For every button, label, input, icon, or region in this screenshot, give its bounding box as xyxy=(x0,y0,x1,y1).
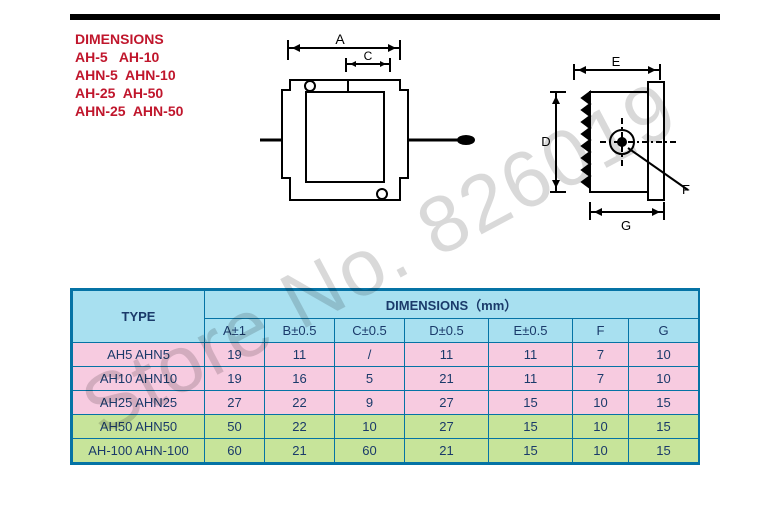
table-row: AH25 AHN25 27 22 9 27 15 10 15 xyxy=(73,391,699,415)
row4-g: 15 xyxy=(629,439,699,463)
row3-g: 15 xyxy=(629,415,699,439)
row1-b: 16 xyxy=(265,367,335,391)
row1-type: AH10 AHN10 xyxy=(73,367,205,391)
col-b: B±0.5 xyxy=(265,319,335,343)
row3-d: 27 xyxy=(405,415,489,439)
row2-a: 27 xyxy=(205,391,265,415)
row0-g: 10 xyxy=(629,343,699,367)
col-type-header: TYPE xyxy=(73,291,205,343)
row2-type: AH25 AHN25 xyxy=(73,391,205,415)
row4-a: 60 xyxy=(205,439,265,463)
row2-d: 27 xyxy=(405,391,489,415)
row4-type: AH-100 AHN-100 xyxy=(73,439,205,463)
header-line-3: AHN-25 AHN-50 xyxy=(75,102,183,120)
row0-type: AH5 AHN5 xyxy=(73,343,205,367)
label-e: E xyxy=(612,54,621,69)
col-c: C±0.5 xyxy=(335,319,405,343)
col-e: E±0.5 xyxy=(489,319,573,343)
row0-c: / xyxy=(335,343,405,367)
col-d: D±0.5 xyxy=(405,319,489,343)
header-block: DIMENSIONS AH-5 AH-10 AHN-5 AHN-10 AH-25… xyxy=(75,30,183,120)
row1-e: 11 xyxy=(489,367,573,391)
row1-g: 10 xyxy=(629,367,699,391)
header-line-0: AH-5 AH-10 xyxy=(75,48,183,66)
row0-a: 19 xyxy=(205,343,265,367)
table-row: AH50 AHN50 50 22 10 27 15 10 15 xyxy=(73,415,699,439)
row4-f: 10 xyxy=(573,439,629,463)
row0-e: 11 xyxy=(489,343,573,367)
row4-c: 60 xyxy=(335,439,405,463)
row3-a: 50 xyxy=(205,415,265,439)
header-title: DIMENSIONS xyxy=(75,30,183,48)
row2-b: 22 xyxy=(265,391,335,415)
table-row: AH5 AHN5 19 11 / 11 11 7 10 xyxy=(73,343,699,367)
row3-c: 10 xyxy=(335,415,405,439)
label-d: D xyxy=(541,134,550,149)
col-a: A±1 xyxy=(205,319,265,343)
header-line-2: AH-25 AH-50 xyxy=(75,84,183,102)
row1-d: 21 xyxy=(405,367,489,391)
row1-a: 19 xyxy=(205,367,265,391)
row3-type: AH50 AHN50 xyxy=(73,415,205,439)
dimensions-table: TYPE DIMENSIONS（mm） A±1 B±0.5 C±0.5 D±0.… xyxy=(70,288,700,465)
row4-b: 21 xyxy=(265,439,335,463)
row0-f: 7 xyxy=(573,343,629,367)
row2-g: 15 xyxy=(629,391,699,415)
dimensions-header: DIMENSIONS（mm） xyxy=(205,291,699,319)
row2-c: 9 xyxy=(335,391,405,415)
header-line-1: AHN-5 AHN-10 xyxy=(75,66,183,84)
label-g: G xyxy=(621,218,631,233)
row4-d: 21 xyxy=(405,439,489,463)
col-f: F xyxy=(573,319,629,343)
row3-f: 10 xyxy=(573,415,629,439)
label-c: C xyxy=(364,49,373,63)
row3-b: 22 xyxy=(265,415,335,439)
top-black-bar xyxy=(70,14,720,20)
row0-d: 11 xyxy=(405,343,489,367)
row1-c: 5 xyxy=(335,367,405,391)
table-row: AH10 AHN10 19 16 5 21 11 7 10 xyxy=(73,367,699,391)
table-row: AH-100 AHN-100 60 21 60 21 15 10 15 xyxy=(73,439,699,463)
row3-e: 15 xyxy=(489,415,573,439)
row0-b: 11 xyxy=(265,343,335,367)
label-a: A xyxy=(335,31,345,47)
dimension-diagram: A C B xyxy=(260,30,690,250)
row1-f: 7 xyxy=(573,367,629,391)
row4-e: 15 xyxy=(489,439,573,463)
label-f: F xyxy=(682,182,690,197)
row2-f: 10 xyxy=(573,391,629,415)
row2-e: 15 xyxy=(489,391,573,415)
col-g: G xyxy=(629,319,699,343)
